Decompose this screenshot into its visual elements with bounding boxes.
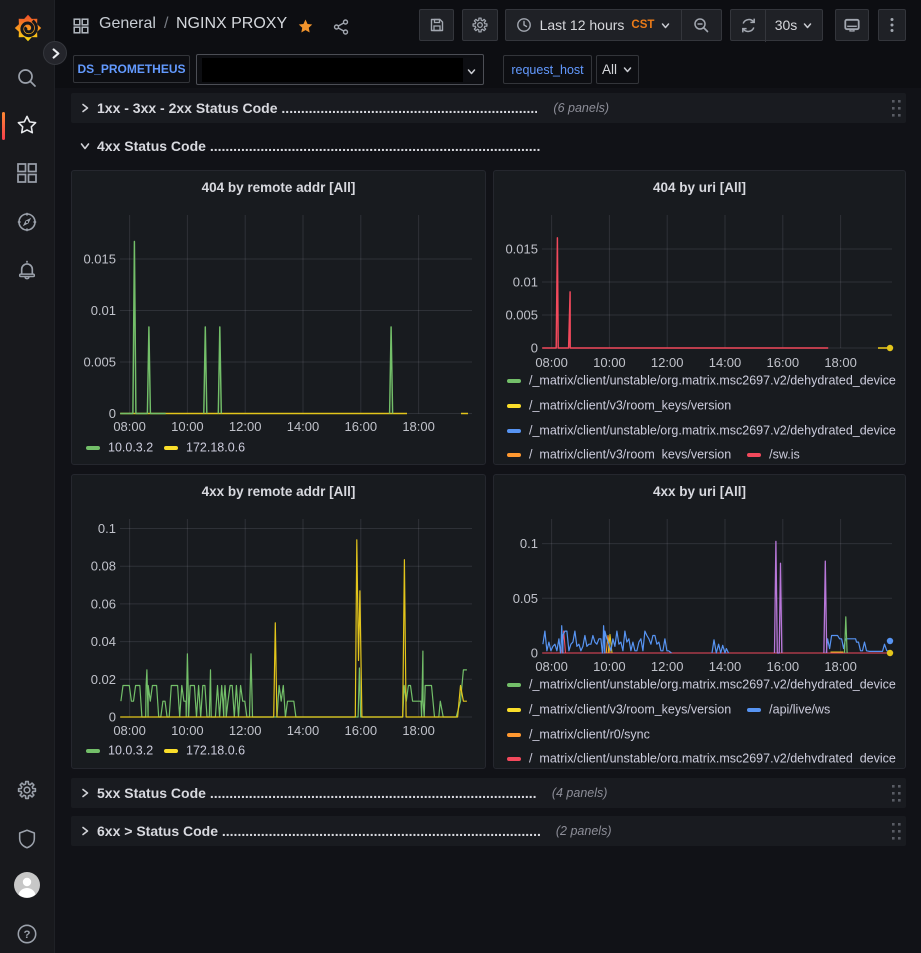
svg-text:12:00: 12:00	[651, 355, 684, 370]
svg-text:08:00: 08:00	[113, 419, 146, 434]
svg-text:14:00: 14:00	[709, 355, 742, 370]
svg-text:0: 0	[531, 646, 538, 661]
svg-text:14:00: 14:00	[709, 659, 742, 674]
svg-text:08:00: 08:00	[535, 355, 568, 370]
svg-text:0.015: 0.015	[505, 242, 538, 257]
svg-text:18:00: 18:00	[402, 419, 435, 434]
svg-text:16:00: 16:00	[345, 723, 378, 738]
svg-text:10:00: 10:00	[593, 355, 626, 370]
svg-text:08:00: 08:00	[535, 659, 568, 674]
svg-text:18:00: 18:00	[824, 659, 857, 674]
svg-text:14:00: 14:00	[287, 723, 320, 738]
svg-text:14:00: 14:00	[287, 419, 320, 434]
svg-text:18:00: 18:00	[402, 723, 435, 738]
svg-text:0.04: 0.04	[91, 634, 116, 649]
svg-text:0: 0	[109, 710, 116, 725]
svg-text:12:00: 12:00	[229, 723, 262, 738]
svg-text:0: 0	[531, 341, 538, 356]
svg-text:10:00: 10:00	[171, 723, 204, 738]
svg-text:08:00: 08:00	[113, 723, 146, 738]
svg-text:16:00: 16:00	[767, 355, 800, 370]
svg-text:12:00: 12:00	[229, 419, 262, 434]
svg-text:16:00: 16:00	[767, 659, 800, 674]
svg-text:10:00: 10:00	[171, 419, 204, 434]
svg-text:18:00: 18:00	[824, 355, 857, 370]
svg-text:0.1: 0.1	[98, 521, 116, 536]
svg-text:0.015: 0.015	[83, 252, 116, 267]
svg-text:0.02: 0.02	[91, 672, 116, 687]
svg-text:0.01: 0.01	[91, 303, 116, 318]
svg-text:0.01: 0.01	[513, 275, 538, 290]
svg-text:0.1: 0.1	[520, 536, 538, 551]
svg-text:?: ?	[24, 929, 31, 941]
svg-text:12:00: 12:00	[651, 659, 684, 674]
svg-text:0.08: 0.08	[91, 559, 116, 574]
svg-text:16:00: 16:00	[345, 419, 378, 434]
svg-text:0.05: 0.05	[513, 591, 538, 606]
svg-text:10:00: 10:00	[593, 659, 626, 674]
svg-text:0.005: 0.005	[83, 355, 116, 370]
svg-text:0.06: 0.06	[91, 596, 116, 611]
svg-text:0.005: 0.005	[505, 308, 538, 323]
svg-text:0: 0	[109, 406, 116, 421]
